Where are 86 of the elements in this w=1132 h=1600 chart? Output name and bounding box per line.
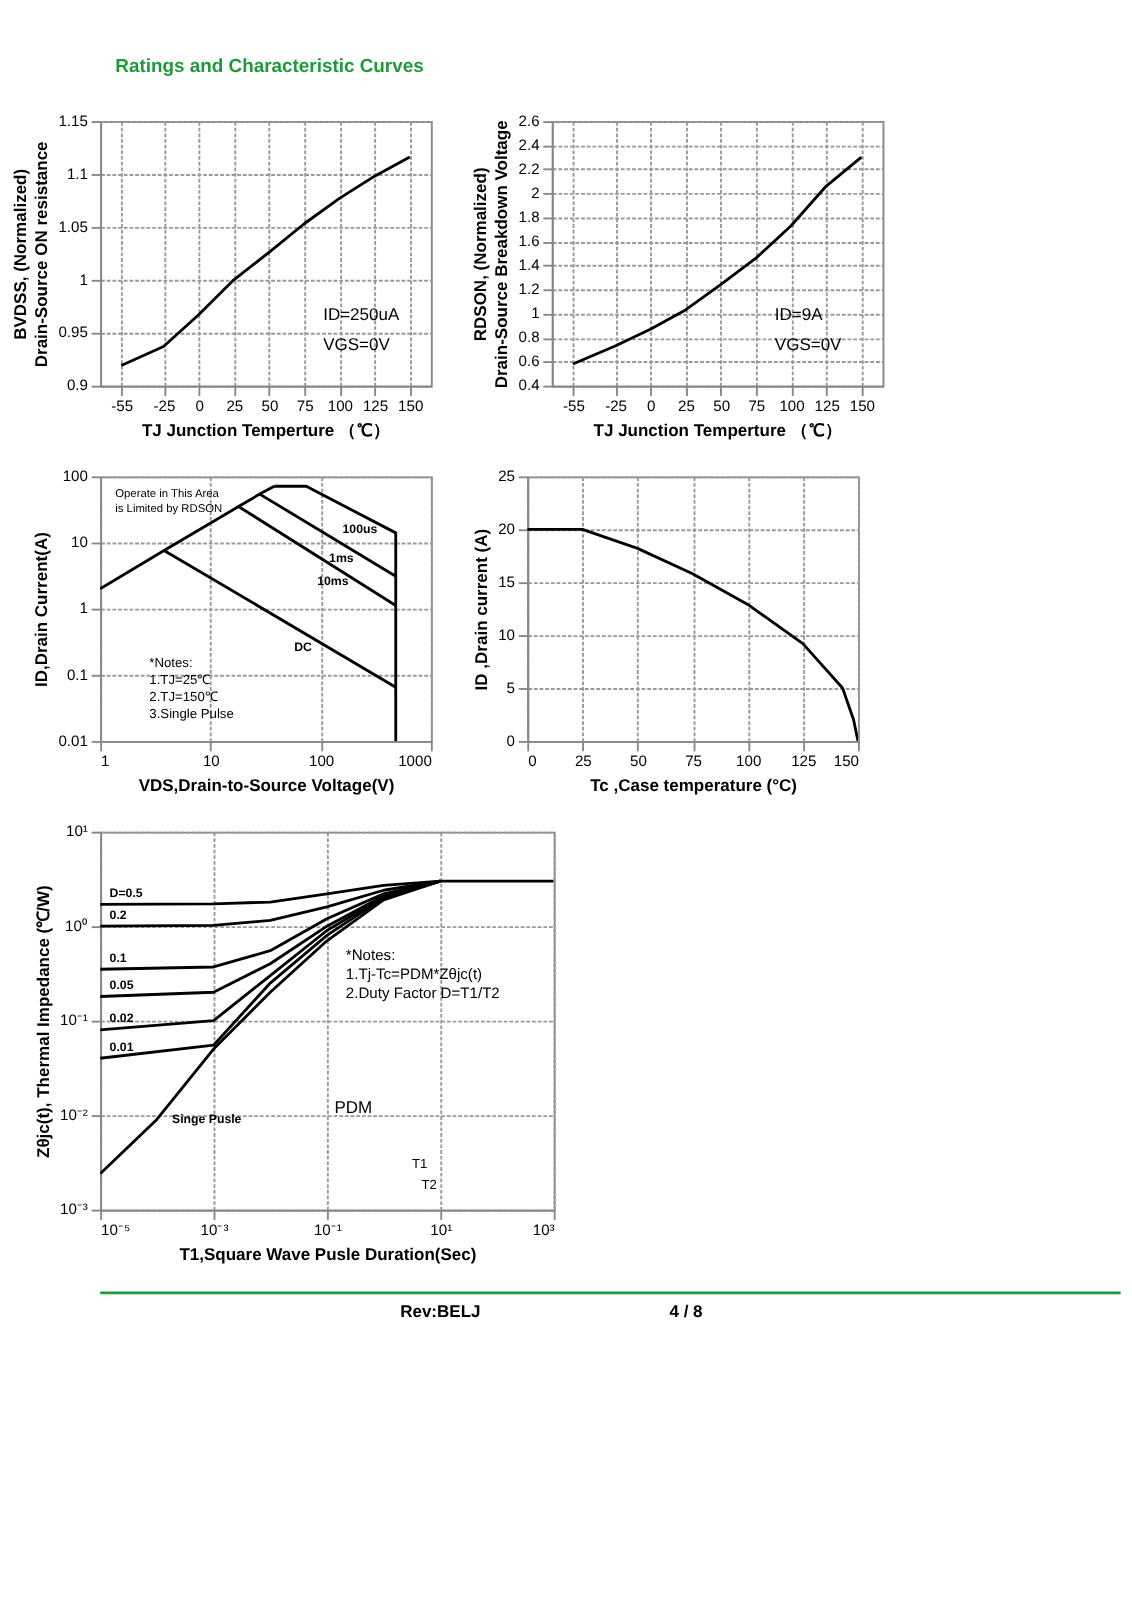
x-tick-label: 0 [647,397,656,416]
x-tick-label: -25 [153,397,176,416]
y-tick-label: 25 [498,467,515,486]
x-tick-label: 100 [327,397,353,416]
y-tick-label: 15 [498,572,515,591]
y-tick-label: 100 [62,467,88,486]
x-tick-label: 50 [713,397,731,416]
y-axis-title: Zθjc(t), Thermal Impedance (℃/W) [33,884,54,1158]
x-tick-label: 150 [398,397,424,416]
y-tick-label: 0.1 [66,665,88,684]
y-tick-label: 10 [71,533,88,552]
x-tick-label: 10⁻⁵ [101,1221,131,1240]
annotation: ID=250uA [323,303,400,324]
x-tick-label: -25 [605,397,628,416]
annotation: VGS=0V [774,333,843,354]
y-tick-label: 5 [506,678,515,697]
y-tick-label: 0.8 [518,328,540,347]
y-tick-label: 1.05 [58,217,88,236]
y-tick-label: 1 [531,304,540,323]
y-tick-label: 0 [506,731,515,750]
x-tick-label: 100 [308,752,335,771]
y-tick-label: 10¹ [66,822,89,841]
text: Ratings and Characteristic Curves [115,55,424,78]
y-tick-label: 1.6 [518,232,540,251]
x-axis-title: TJ Junction Temperture （℃） [593,419,843,440]
y-tick-label: 1.8 [518,208,540,227]
annotation: VGS=0V [323,333,391,354]
annotation: *Notes: 1.Tj-Tc=PDM*Zθjc(t) 2.Duty Factor D=T1/T2 [345,946,500,1002]
y-tick-label: 0.01 [58,731,88,750]
x-tick-label: 150 [833,752,859,771]
y-tick-label: 2.4 [518,135,540,154]
y-tick-label: 2.2 [518,159,540,178]
annotation: ID=9A [774,303,824,324]
x-tick-label: 10 [202,752,220,771]
x-tick-label: 75 [685,752,702,771]
y-tick-label: 2 [531,183,540,202]
y-tick-label: 1 [79,270,88,289]
y-tick-label: 1.15 [58,111,88,130]
text: Rev:BELJ [400,1301,482,1322]
x-axis-title: TJ Junction Temperture （℃） [141,419,392,440]
x-tick-label: 125 [362,397,389,416]
x-tick-label: 25 [678,397,695,416]
x-tick-label: 10³ [532,1221,556,1240]
x-tick-label: 150 [849,397,875,416]
x-tick-label: 50 [261,397,279,416]
y-tick-label: 0.9 [66,376,88,395]
x-tick-label: 1 [101,752,110,771]
x-tick-label: 125 [814,397,840,416]
x-tick-label: 50 [630,752,647,771]
y-tick-label: 10 [498,625,515,644]
y-tick-label: 0.95 [58,323,88,342]
x-axis-title: VDS,Drain-to-Source Voltage(V) [138,775,395,796]
y-tick-label: 2.6 [518,111,540,130]
x-tick-label: 25 [226,397,244,416]
x-tick-label: 10⁻¹ [313,1221,343,1240]
x-tick-label: 125 [791,752,817,771]
y-tick-label: 10⁻¹ [60,1011,89,1030]
x-tick-label: 75 [748,397,766,416]
y-axis-title: BVDSS, (Normalized) Drain-Source ON resistance [10,140,52,368]
y-tick-label: 1.2 [518,280,540,299]
y-tick-label: 1.1 [66,164,88,183]
y-axis-title: RDSON, (Normalized) Drain-Source Breakdown Voltage [470,119,512,389]
y-tick-label: 10⁻³ [60,1200,89,1219]
x-tick-label: 10¹ [430,1221,454,1240]
x-tick-label: 25 [574,752,592,771]
y-tick-label: 10⁻² [60,1105,89,1124]
x-axis-title: Tc ,Case temperature (°C) [590,775,798,796]
y-tick-label: 20 [498,520,515,539]
y-tick-label: 1.4 [518,256,540,275]
text: 4 / 8 [669,1301,704,1322]
x-tick-label: -55 [111,397,134,416]
x-axis-title: T1,Square Wave Pusle Duration(Sec) [179,1243,477,1264]
x-tick-label: 0 [195,397,204,416]
y-tick-label: 0.4 [518,376,540,395]
y-tick-label: 10⁰ [65,916,88,935]
annotation: PDM [334,1097,373,1118]
y-tick-label: 0.6 [518,352,540,371]
x-tick-label: -55 [562,397,585,416]
x-tick-label: 100 [736,752,762,771]
y-axis-title: ID,Drain Current(A) [31,531,52,688]
x-tick-label: 75 [296,397,314,416]
x-tick-label: 10⁻³ [200,1221,230,1240]
y-axis-title: ID ,Drain current (A) [470,528,491,691]
x-tick-label: 100 [779,397,805,416]
y-tick-label: 1 [79,599,88,618]
x-tick-label: 1000 [398,752,432,771]
